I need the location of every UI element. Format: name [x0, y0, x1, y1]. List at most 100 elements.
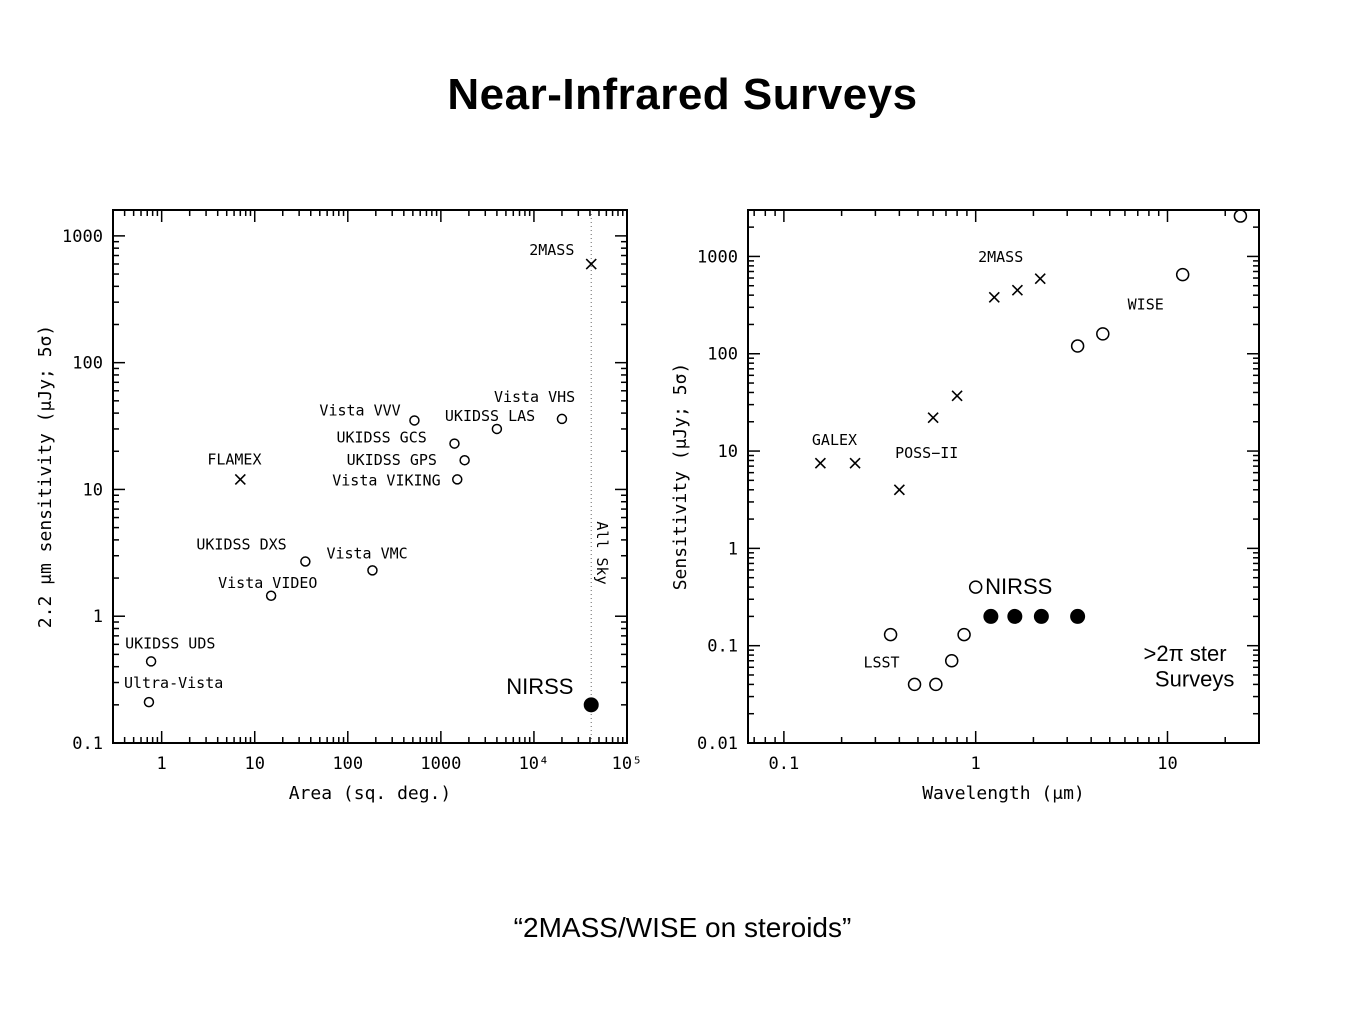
y-tick-label: 1: [93, 607, 103, 627]
data-point-open-marker: [1070, 339, 1085, 353]
point-label: Ultra-Vista: [124, 674, 223, 692]
plot-frame: [112, 209, 628, 744]
x-tick-label: 100: [332, 754, 363, 774]
x-axis-label: Area (sq. deg.): [289, 783, 452, 804]
annotation-label: LSST: [863, 653, 899, 671]
data-point-filled-marker: [1033, 608, 1049, 624]
slide-caption: “2MASS/WISE on steroids”: [513, 912, 852, 943]
cross-stroke: [988, 291, 1000, 303]
data-point-ultra-vista-open-marker: [143, 696, 155, 708]
data-point-vista-vvv-open-marker: [409, 415, 420, 426]
annotation-label: NIRSS: [985, 574, 1052, 599]
y-axis-label: 2.2 μm sensitivity (μJy; 5σ): [35, 325, 56, 628]
data-point-filled-marker: [1070, 608, 1086, 624]
cross-stroke: [585, 258, 597, 270]
data-point-open-marker: [944, 654, 959, 668]
slide-title: Near-Infrared Surveys: [447, 70, 918, 119]
chart-2: 0.1 1 10 0.01 0.1 1 10 100 1000 Wavelength (μm) Se…: [670, 209, 1260, 804]
y-tick-label: 10: [83, 480, 103, 500]
data-point-2mass-cross-marker: [585, 258, 597, 270]
data-point-filled-marker: [983, 608, 999, 624]
data-point-vista-vhs-open-marker: [556, 413, 568, 425]
cross-stroke: [1034, 273, 1046, 285]
point-label: 2MASS: [529, 241, 574, 259]
data-point-flamex-cross-marker: [234, 473, 246, 485]
data-point-open-marker: [1096, 327, 1110, 341]
annotation-label: GALEX: [812, 431, 857, 449]
cross-stroke: [1011, 284, 1023, 296]
x-tick-label: 0.1: [769, 754, 800, 774]
x-tick-label: 10: [1157, 754, 1177, 774]
point-label: UKIDSS GCS: [336, 429, 426, 447]
point-label: Vista VIKING: [332, 471, 440, 489]
cross-stroke: [951, 390, 963, 402]
y-tick-label: 10: [718, 442, 738, 462]
point-label: Vista VVV: [319, 401, 400, 419]
point-label: UKIDSS DXS: [196, 536, 286, 554]
point-label: UKIDSS LAS: [445, 407, 535, 425]
point-label: Vista VIDEO: [218, 574, 317, 592]
data-point-vista-vmc-open-marker: [367, 565, 378, 576]
point-label: Vista VMC: [326, 544, 407, 562]
y-tick-label: 0.01: [697, 734, 738, 754]
point-label: UKIDSS GPS: [347, 451, 437, 469]
data-point-ukidss-gps-open-marker: [459, 454, 470, 466]
point-label: FLAMEX: [207, 450, 261, 468]
annotation-label: Surveys: [1155, 667, 1234, 692]
y-tick-label: 0.1: [72, 734, 103, 754]
data-point-open-marker: [1175, 267, 1190, 282]
data-point-cross-marker: [849, 457, 861, 469]
x-tick-label: 1000: [420, 754, 461, 774]
x-tick-label: 10⁵: [612, 754, 643, 774]
data-point-cross-marker: [988, 291, 1000, 303]
point-label: UKIDSS UDS: [125, 634, 215, 652]
y-axis-label: Sensitivity (μJy; 5σ): [670, 363, 691, 591]
data-point-open-marker: [929, 677, 943, 692]
data-point-open-marker: [968, 580, 983, 594]
cross-stroke: [234, 473, 246, 485]
x-axis-label: Wavelength (μm): [922, 783, 1085, 804]
data-point-open-marker: [883, 627, 898, 642]
y-tick-label: 0.1: [707, 637, 738, 657]
data-point-vista-video-open-marker: [265, 590, 277, 602]
y-tick-label: 1000: [62, 227, 103, 247]
y-tick-label: 100: [707, 345, 738, 365]
data-point-cross-marker: [893, 484, 905, 496]
x-tick-label: 10: [244, 754, 264, 774]
data-point-open-marker: [907, 677, 922, 692]
x-tick-label: 1: [157, 754, 167, 774]
data-point-ukidss-gcs-open-marker: [449, 438, 460, 449]
data-point-ukidss-uds-open-marker: [145, 656, 157, 667]
cross-stroke: [814, 457, 826, 469]
annotation-label: WISE: [1128, 295, 1164, 313]
annotation-label: >2π ster: [1144, 641, 1227, 666]
y-tick-label: 1: [728, 539, 738, 559]
annotation-label: POSS−II: [895, 444, 958, 462]
data-point-cross-marker: [814, 457, 826, 469]
data-point-ukidss-las-open-marker: [491, 423, 503, 435]
annotation-label: 2MASS: [978, 248, 1023, 266]
cross-stroke: [893, 484, 905, 496]
data-point-cross-marker: [927, 412, 939, 424]
data-point-ukidss-dxs-open-marker: [300, 556, 311, 567]
chart-1: 1 10 100 1000 10⁴ 10⁵ 0.1 1 10 100 1000 Area (sq. d…: [35, 209, 643, 804]
y-tick-label: 1000: [697, 247, 738, 267]
data-point-filled-marker: [1007, 608, 1023, 624]
data-point-cross-marker: [951, 390, 963, 402]
data-point-nirss-filled-marker: [583, 697, 599, 713]
data-point-vista-viking-open-marker: [452, 474, 463, 485]
cross-stroke: [849, 457, 861, 469]
point-label: Vista VHS: [494, 388, 575, 406]
x-tick-label: 1: [971, 754, 981, 774]
data-point-cross-marker: [1011, 284, 1023, 296]
data-point-open-marker: [1233, 209, 1248, 223]
data-point-open-marker: [957, 627, 971, 642]
y-tick-label: 100: [72, 354, 103, 374]
plot-frame: [747, 209, 1260, 744]
cross-stroke: [927, 412, 939, 424]
all-sky-label: All Sky: [593, 521, 611, 584]
data-point-cross-marker: [1034, 273, 1046, 285]
x-tick-label: 10⁴: [519, 754, 550, 774]
